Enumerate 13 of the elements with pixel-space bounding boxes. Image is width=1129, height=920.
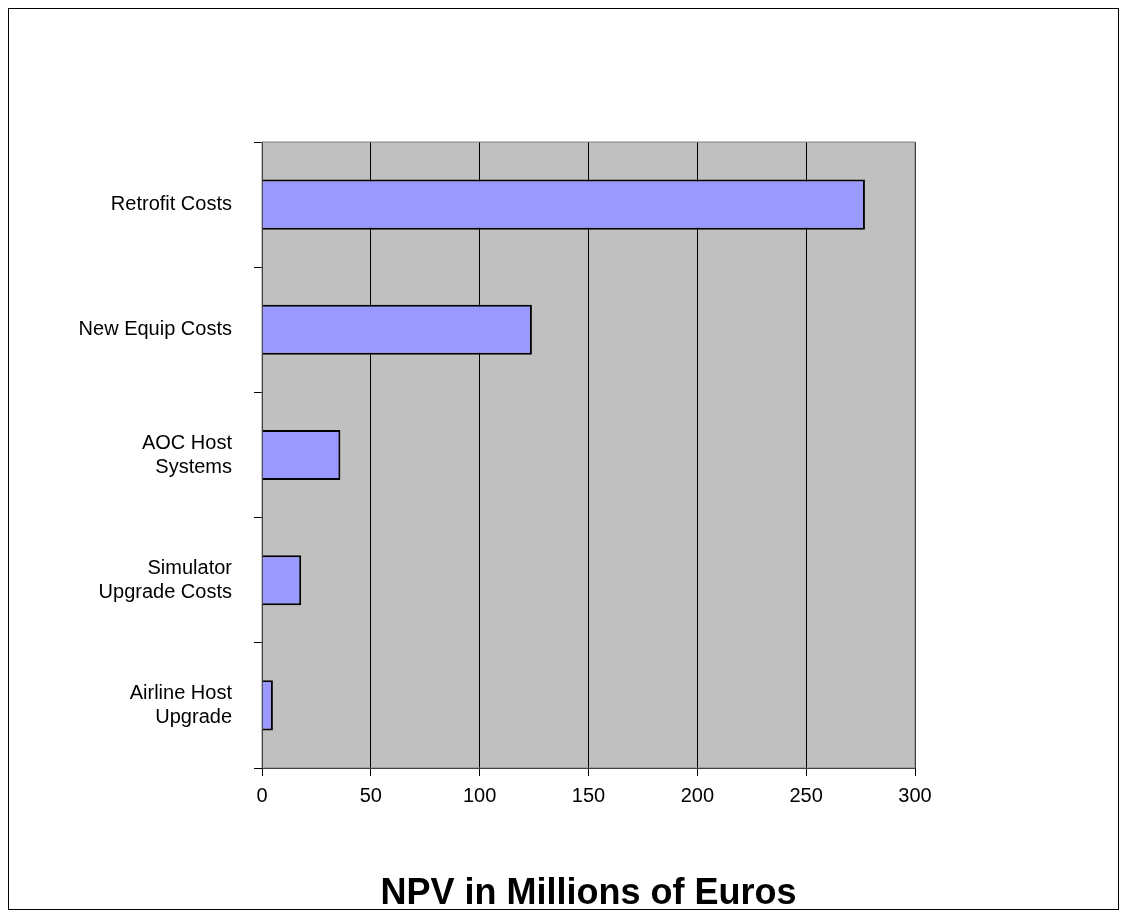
x-tick-label: 150 [571, 783, 606, 806]
x-tick-label: 0 [256, 783, 268, 806]
x-tick-label: 100 [462, 783, 497, 806]
y-tick-label: Simulator Upgrade Costs [98, 555, 233, 602]
y-tick-label: AOC Host Systems [141, 430, 233, 477]
x-tick-label: 300 [898, 783, 932, 806]
y-tick-label: New Equip Costs [78, 317, 232, 340]
y-tick-label: Airline Host Upgrade [129, 680, 233, 727]
x-axis-title: NPV in Millions of Euros [380, 871, 797, 913]
x-tick-label: 50 [359, 783, 382, 806]
x-tick-label: 200 [680, 783, 715, 806]
y-tick-label: Retrofit Costs [110, 192, 232, 215]
x-tick-label: 250 [789, 783, 823, 806]
